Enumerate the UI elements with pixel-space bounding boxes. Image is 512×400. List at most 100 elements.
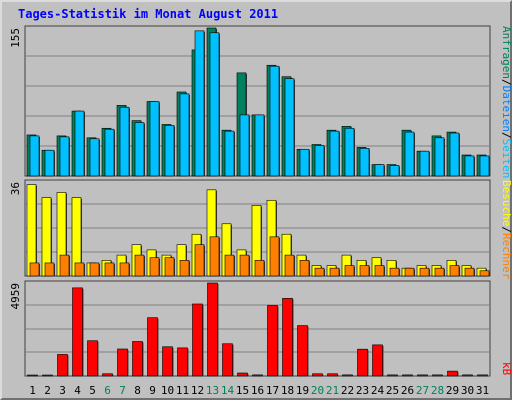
kbytes-panel-bar-kb-day-3 (57, 354, 68, 377)
hits-panel-bar-dateien-day-23 (359, 148, 370, 177)
kbytes-panel-bar-kb-day-16 (252, 374, 263, 377)
hits-panel-bar-dateien-day-26 (404, 131, 415, 177)
kbytes-panel-bar-kb-day-1 (27, 374, 38, 377)
visits-panel-legend: Besuche/Rechner (500, 180, 512, 280)
hits-panel-bar-dateien-day-24 (374, 164, 385, 177)
kbytes-panel-bar-kb-day-13 (207, 282, 218, 377)
visits-panel-ymax-label: 36 (9, 182, 22, 195)
x-tick-label-day-5: 5 (89, 384, 96, 397)
kbytes-panel-bar-kb-day-5 (87, 340, 98, 377)
visits-panel-bar-besuche-day-16 (254, 260, 265, 277)
visits-panel-bar-besuche-day-9 (149, 257, 160, 277)
hits-panel-bar-dateien-day-17 (269, 65, 280, 177)
kbytes-panel-bar-kb-day-4 (72, 287, 83, 377)
visits-panel-legend-item: Besuche (500, 180, 512, 226)
visits-panel-bar-besuche-day-10 (164, 257, 175, 277)
x-tick-label-day-17: 17 (266, 384, 279, 397)
x-tick-label-day-15: 15 (236, 384, 249, 397)
visits-panel-bar-besuche-day-19 (299, 260, 310, 277)
kbytes-panel-legend-item: kB (500, 362, 512, 376)
visits-panel-bar-besuche-day-18 (284, 254, 295, 277)
hits-panel-bar-dateien-day-19 (299, 148, 310, 177)
hits-panel-legend: Anfragen/Dateien/Seiten (500, 26, 512, 178)
hits-panel-legend-item: / (500, 132, 512, 139)
x-tick-label-day-22: 22 (341, 384, 354, 397)
x-tick-label-day-27: 27 (416, 384, 429, 397)
visits-panel-bar-besuche-day-17 (269, 236, 280, 277)
visits-panel-bar-besuche-day-27 (419, 267, 430, 277)
hits-panel-bar-dateien-day-20 (314, 145, 325, 177)
kbytes-panel-ymax-label: 4959 (9, 283, 22, 310)
visits-panel-bar-besuche-day-24 (374, 265, 385, 277)
hits-panel-ymax-label: 155 (9, 28, 22, 48)
x-tick-label-day-8: 8 (134, 384, 141, 397)
hits-panel-bar-dateien-day-6 (104, 128, 115, 177)
hits-panel-bar-dateien-day-11 (179, 93, 190, 177)
x-tick-label-day-20: 20 (311, 384, 324, 397)
hits-panel-bar-dateien-day-15 (239, 114, 250, 177)
visits-panel-bar-besuche-day-30 (464, 267, 475, 277)
x-tick-label-day-3: 3 (59, 384, 66, 397)
x-tick-label-day-4: 4 (74, 384, 81, 397)
x-tick-label-day-2: 2 (44, 384, 51, 397)
visits-panel-bar-besuche-day-29 (449, 265, 460, 277)
visits-panel-bar-besuche-day-8 (134, 254, 145, 277)
hits-panel-bar-dateien-day-10 (164, 125, 175, 177)
kbytes-panel-bar-kb-day-24 (372, 344, 383, 377)
x-tick-label-day-18: 18 (281, 384, 294, 397)
hits-panel-bar-dateien-day-12 (194, 30, 205, 177)
x-tick-label-day-13: 13 (206, 384, 219, 397)
hits-panel-bar-dateien-day-21 (329, 130, 340, 177)
visits-panel-bar-besuche-day-25 (389, 267, 400, 277)
kbytes-panel-legend: kB (500, 362, 512, 376)
visits-panel-bar-besuche-day-15 (239, 254, 250, 277)
visits-panel-bar-besuche-day-7 (119, 262, 130, 277)
x-tick-label-day-29: 29 (446, 384, 459, 397)
visits-panel-legend-item: Rechner (500, 233, 512, 280)
visits-panel-bar-besuche-day-31 (479, 270, 490, 277)
hits-panel-bar-dateien-day-29 (449, 132, 460, 177)
kbytes-panel-bar-kb-day-27 (417, 374, 428, 377)
hits-panel-bar-dateien-day-22 (344, 127, 355, 177)
x-tick-label-day-26: 26 (401, 384, 414, 397)
hits-panel-legend-item: Dateien (500, 86, 512, 132)
x-tick-label-day-28: 28 (431, 384, 444, 397)
kbytes-panel-bar-kb-day-17 (267, 305, 278, 377)
hits-panel-bar-dateien-day-5 (89, 138, 100, 177)
visits-panel-bar-besuche-day-5 (89, 262, 100, 277)
x-tick-label-day-31: 31 (476, 384, 489, 397)
kbytes-panel-bar-kb-day-26 (402, 374, 413, 377)
x-tick-label-day-7: 7 (119, 384, 126, 397)
visits-panel-bar-seiten-day-1 (26, 184, 37, 277)
hits-panel-bar-dateien-day-1 (29, 135, 40, 177)
kbytes-panel-bar-kb-day-29 (447, 370, 458, 377)
visits-panel-bar-besuche-day-14 (224, 254, 235, 277)
visits-panel-bar-besuche-day-26 (404, 267, 415, 277)
x-tick-label-day-21: 21 (326, 384, 339, 397)
visits-panel-bar-besuche-day-21 (329, 267, 340, 277)
x-tick-label-day-1: 1 (29, 384, 36, 397)
kbytes-panel-bar-kb-day-7 (117, 348, 128, 377)
kbytes-panel-bar-kb-day-15 (237, 372, 248, 377)
hits-panel-legend-item: Anfragen (500, 26, 512, 79)
visits-panel-bar-besuche-day-6 (104, 262, 115, 277)
x-tick-label-day-12: 12 (191, 384, 204, 397)
hits-panel-bar-dateien-day-14 (224, 130, 235, 177)
hits-panel-bar-dateien-day-8 (134, 122, 145, 177)
hits-panel-bar-dateien-day-30 (464, 155, 475, 177)
hits-panel-bar-dateien-day-18 (284, 78, 295, 177)
x-tick-label-day-10: 10 (161, 384, 174, 397)
hits-panel-bar-dateien-day-28 (434, 137, 445, 177)
kbytes-panel-bar-kb-day-9 (147, 317, 158, 377)
kbytes-panel-bar-kb-day-2 (42, 374, 53, 377)
kbytes-panel-bar-kb-day-20 (312, 373, 323, 377)
chart-title: Tages-Statistik im Monat August 2011 (18, 7, 279, 21)
kbytes-panel-bar-kb-day-30 (462, 374, 473, 377)
visits-panel-bar-besuche-day-13 (209, 236, 220, 277)
visits-panel-bar-besuche-day-2 (44, 262, 55, 277)
kbytes-panel-bar-kb-day-18 (282, 298, 293, 377)
visits-panel-bar-besuche-day-28 (434, 267, 445, 277)
kbytes-panel-bar-kb-day-23 (357, 348, 368, 377)
visits-panel-bar-besuche-day-3 (59, 254, 70, 277)
